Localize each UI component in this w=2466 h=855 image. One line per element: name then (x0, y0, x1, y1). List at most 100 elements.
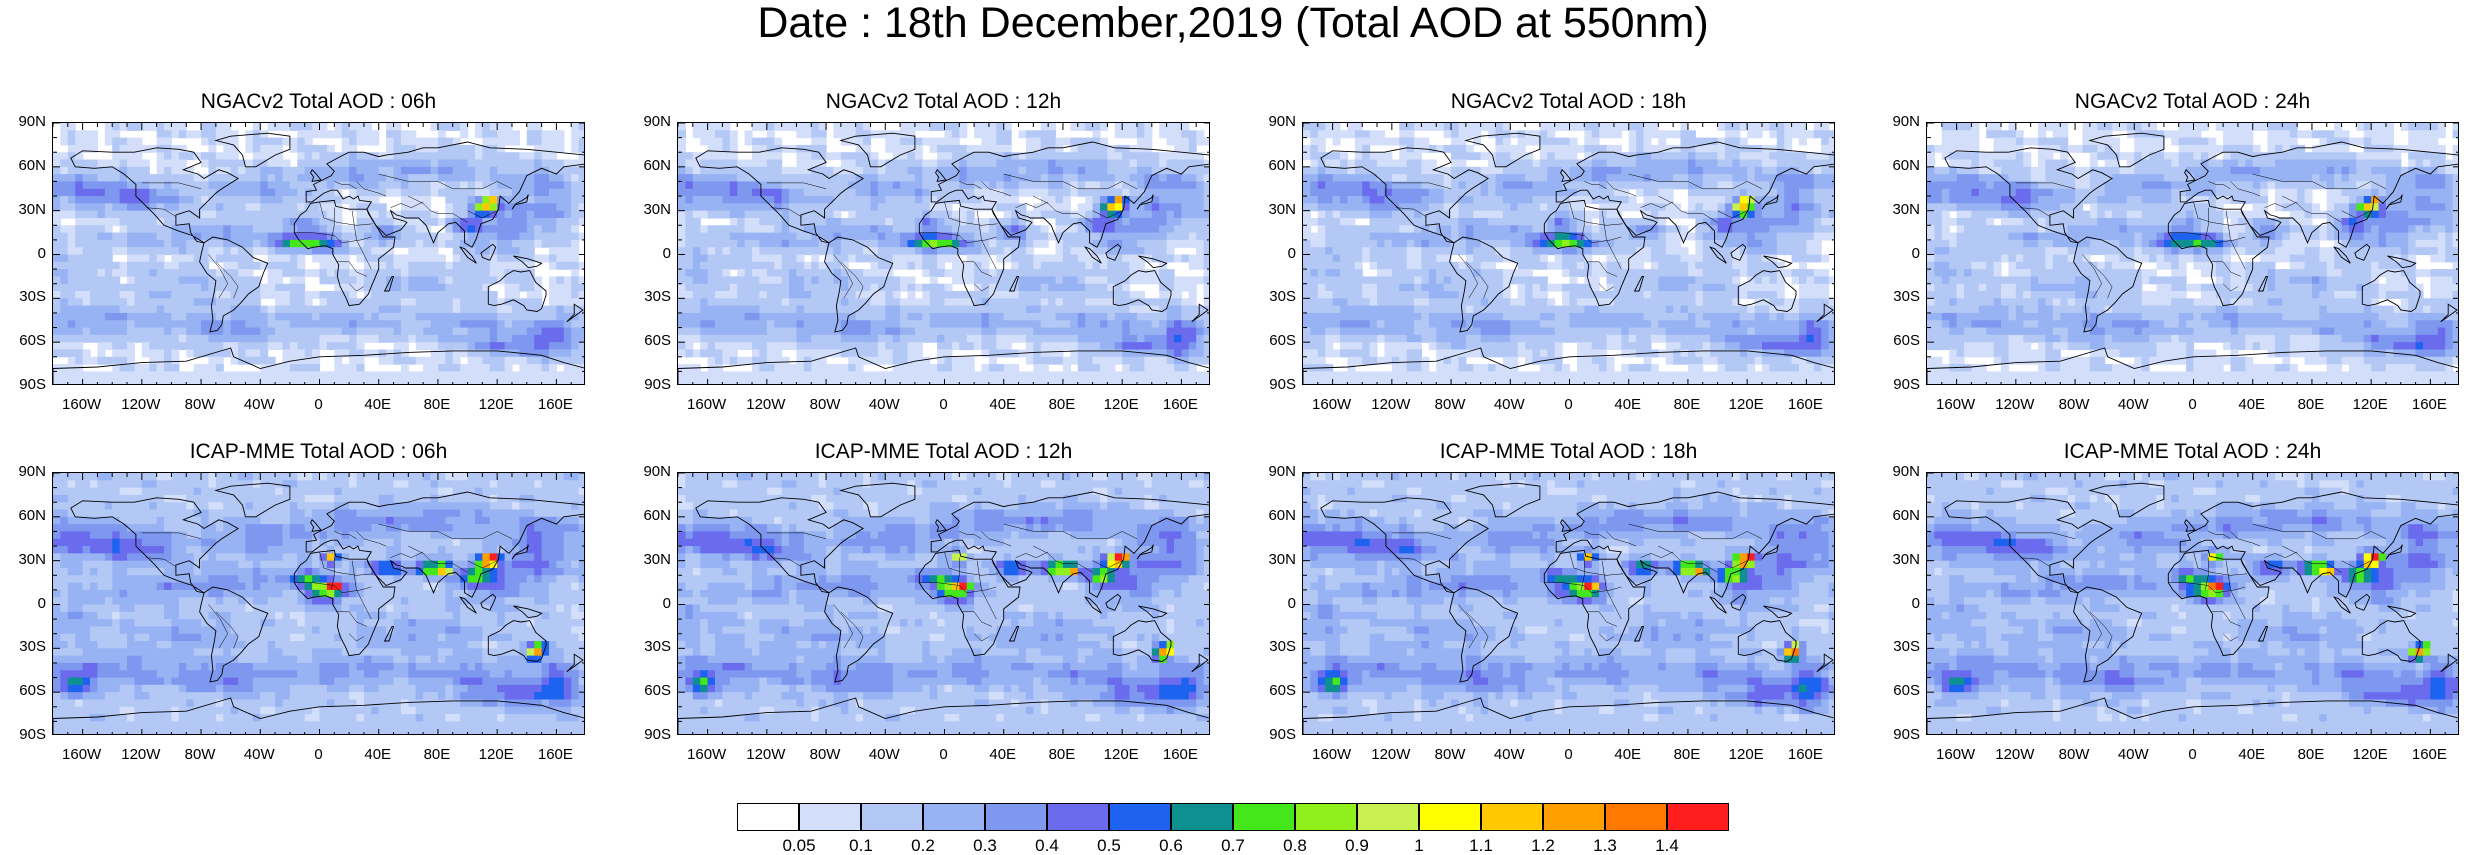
aod-cell (922, 371, 930, 379)
aod-cell (1041, 196, 1049, 204)
aod-cell (460, 152, 468, 160)
aod-cell (142, 291, 150, 299)
aod-cell (490, 335, 498, 343)
aod-cell (811, 130, 819, 138)
aod-cell (811, 306, 819, 314)
aod-cell (564, 211, 572, 219)
aod-cell (460, 174, 468, 182)
aod-cell (260, 145, 268, 153)
aod-cell (1056, 313, 1064, 321)
aod-cell (320, 152, 328, 160)
aod-cell (841, 328, 849, 336)
aod-cell (371, 255, 379, 263)
aod-cell (512, 233, 520, 241)
aod-cell (157, 255, 165, 263)
aod-cell (759, 240, 767, 248)
aod-cell (1204, 328, 1210, 336)
aod-cell (989, 328, 997, 336)
aod-cell (752, 342, 760, 350)
aod-cell (157, 342, 165, 350)
aod-cell (453, 152, 461, 160)
aod-cell (453, 269, 461, 277)
aod-cell (982, 335, 990, 343)
aod-cell (1056, 181, 1064, 189)
aod-cell (194, 342, 202, 350)
aod-cell (915, 152, 923, 160)
aod-cell (804, 357, 812, 365)
aod-cell (1115, 203, 1123, 211)
aod-cell (1174, 211, 1182, 219)
aod-cell (438, 181, 446, 189)
aod-cell (1130, 335, 1138, 343)
aod-cell (930, 320, 938, 328)
aod-cell (505, 174, 513, 182)
aod-cell (1093, 379, 1101, 385)
aod-cell (490, 342, 498, 350)
aod-cell (245, 174, 253, 182)
aod-cell (127, 138, 135, 146)
lat-tick-label: 90N (2, 114, 46, 130)
aod-cell (1056, 138, 1064, 146)
aod-cell (238, 320, 246, 328)
aod-cell (379, 357, 387, 365)
aod-cell (1085, 371, 1093, 379)
aod-cell (475, 276, 483, 284)
aod-cell (245, 379, 253, 385)
aod-cell (1122, 174, 1130, 182)
aod-cell (1063, 255, 1071, 263)
aod-cell (564, 291, 572, 299)
aod-cell (974, 123, 982, 131)
aod-cell (989, 298, 997, 306)
aod-cell (863, 349, 871, 357)
aod-cell (752, 218, 760, 226)
aod-cell (349, 203, 357, 211)
aod-cell (1033, 138, 1041, 146)
aod-cell (715, 284, 723, 292)
aod-cell (700, 174, 708, 182)
aod-cell (930, 291, 938, 299)
aod-cell (796, 181, 804, 189)
aod-cell (238, 306, 246, 314)
aod-cell (848, 174, 856, 182)
aod-cell (68, 320, 76, 328)
aod-cell (841, 364, 849, 372)
aod-cell (730, 189, 738, 197)
aod-cell (730, 152, 738, 160)
aod-cell (722, 181, 730, 189)
aod-cell (453, 276, 461, 284)
aod-cell (685, 255, 693, 263)
aod-cell (512, 255, 520, 263)
aod-cell (819, 189, 827, 197)
aod-cell (1004, 313, 1012, 321)
aod-cell (490, 276, 498, 284)
aod-cell (275, 240, 283, 248)
aod-cell (475, 152, 483, 160)
aod-cell (996, 233, 1004, 241)
aod-cell (796, 240, 804, 248)
aod-cell (290, 379, 298, 385)
aod-cell (157, 306, 165, 314)
aod-cell (1100, 196, 1108, 204)
aod-cell (364, 167, 372, 175)
aod-cell (401, 328, 409, 336)
aod-cell (819, 284, 827, 292)
aod-cell (312, 152, 320, 160)
aod-cell (408, 306, 416, 314)
aod-cell (893, 160, 901, 168)
aod-cell (68, 138, 76, 146)
aod-cell (127, 240, 135, 248)
aod-cell (782, 364, 790, 372)
aod-cell (83, 174, 91, 182)
aod-cell (1026, 167, 1034, 175)
aod-cell (83, 284, 91, 292)
aod-cell (157, 349, 165, 357)
aod-cell (179, 291, 187, 299)
aod-cell (841, 203, 849, 211)
aod-cell (878, 255, 886, 263)
aod-cell (171, 342, 179, 350)
aod-cell (1107, 306, 1115, 314)
aod-cell (730, 313, 738, 321)
aod-cell (371, 181, 379, 189)
aod-cell (700, 379, 708, 385)
aod-cell (1033, 233, 1041, 241)
